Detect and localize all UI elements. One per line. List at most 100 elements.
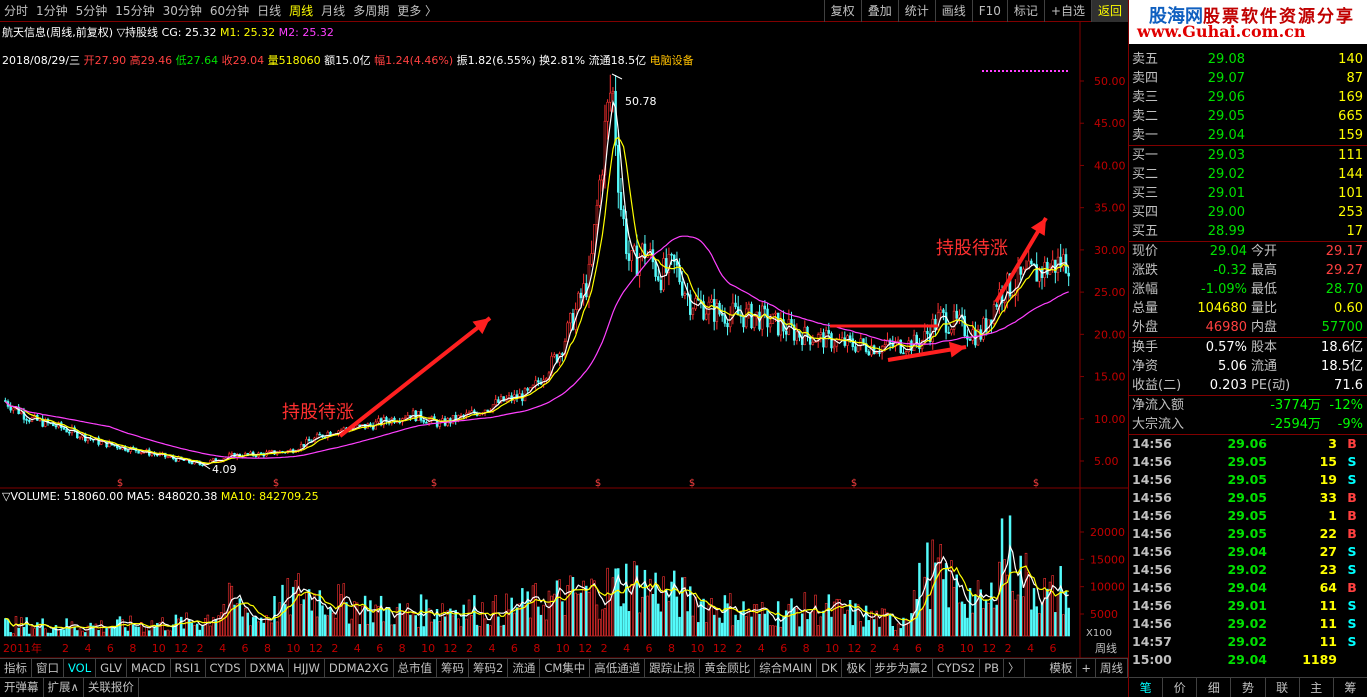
indicator-tab[interactable]: 窗口 <box>32 659 64 678</box>
extra-tab[interactable]: 关联报价 <box>84 678 139 697</box>
volume-bar <box>555 580 559 637</box>
template-tab[interactable]: 周线 <box>1096 659 1128 678</box>
timeframe-tab[interactable]: 日线 <box>257 4 282 18</box>
candle-body <box>329 431 332 436</box>
order-book-row[interactable]: 买三 29.01 101 <box>1129 184 1367 203</box>
order-book-row[interactable]: 卖五 29.08 140 <box>1129 50 1367 69</box>
order-book-row[interactable]: 卖二 29.05 665 <box>1129 107 1367 126</box>
panel-tab[interactable]: 笔 <box>1129 678 1164 697</box>
quote-panel: 股海网股票软件资源分享 www.Guhai.com.cn 卖五 29.08 140 卖… <box>1128 0 1367 697</box>
kline-chart[interactable]: 50.0045.0040.0035.0030.0025.0020.0015.00… <box>0 22 1128 658</box>
tick-row[interactable]: 15:00 29.04 1189 <box>1129 651 1367 669</box>
toolbar-button[interactable]: F10 <box>971 0 1007 22</box>
tick-time: 14:56 <box>1132 472 1172 487</box>
candle-body <box>553 354 556 357</box>
tick-list[interactable]: 14:56 29.06 3 B 14:56 29.05 15 S 14:56 29.05 19 S 14… <box>1129 435 1367 669</box>
order-book-row[interactable]: 买二 29.02 144 <box>1129 165 1367 184</box>
order-book-row[interactable]: 买一 29.03 111 <box>1129 146 1367 165</box>
indicator-tab[interactable]: 总市值 <box>394 659 437 678</box>
template-tab[interactable]: 模板 <box>1045 659 1078 678</box>
toolbar-button[interactable]: 返回 <box>1090 0 1128 22</box>
volume-bar <box>382 621 385 637</box>
candle-body <box>358 424 362 427</box>
indicator-tab[interactable]: 步步为赢2 <box>871 659 933 678</box>
indicator-tab[interactable]: VOL <box>64 659 97 678</box>
panel-tab[interactable]: 联 <box>1266 678 1300 697</box>
bar-sector[interactable]: 电脑设备 <box>649 54 694 67</box>
indicator-tab[interactable]: 综合MAIN <box>755 659 818 678</box>
panel-tab[interactable]: 价 <box>1163 678 1198 697</box>
indicator-tab[interactable]: 高低通道 <box>590 659 646 678</box>
indicator-tab[interactable]: DK <box>817 659 843 678</box>
template-tab[interactable]: + <box>1077 659 1096 678</box>
indicator-name[interactable]: ▽持股线 <box>116 26 159 39</box>
tick-time: 14:56 <box>1132 562 1172 577</box>
indicator-tab[interactable]: 筹码2 <box>469 659 509 678</box>
volume-bar <box>262 622 266 637</box>
timeframe-tab[interactable]: 周线 <box>289 4 314 18</box>
panel-tab[interactable]: 势 <box>1231 678 1266 697</box>
tick-row[interactable]: 14:56 29.02 23 S <box>1129 561 1367 579</box>
order-book-row[interactable]: 买五 28.99 17 <box>1129 222 1367 241</box>
timeframe-tab[interactable]: 多周期 <box>353 4 390 18</box>
tick-row[interactable]: 14:56 29.05 33 B <box>1129 489 1367 507</box>
bar-low: 低27.64 <box>175 54 219 67</box>
panel-tab[interactable]: 细 <box>1197 678 1232 697</box>
tick-row[interactable]: 14:56 29.05 15 S <box>1129 453 1367 471</box>
indicator-tab[interactable]: GLV <box>96 659 128 678</box>
candle-body <box>499 396 503 403</box>
indicator-tab[interactable]: 流通 <box>508 659 541 678</box>
tick-row[interactable]: 14:56 29.06 3 B <box>1129 435 1367 453</box>
toolbar-button[interactable]: 画线 <box>934 0 972 22</box>
indicator-tab[interactable]: 指标 <box>0 659 32 678</box>
tick-row[interactable]: 14:56 29.02 11 S <box>1129 615 1367 633</box>
extra-tab[interactable]: 扩展∧ <box>44 678 84 697</box>
candle-body <box>1062 254 1065 268</box>
toolbar-button[interactable]: +自选 <box>1043 0 1091 22</box>
indicator-tab[interactable]: 极K <box>842 659 871 678</box>
indicator-tab[interactable]: RSI1 <box>171 659 206 678</box>
timeframe-tab[interactable]: 月线 <box>321 4 346 18</box>
timeframe-tab[interactable]: 15分钟 <box>115 4 155 18</box>
order-book-row[interactable]: 卖三 29.06 169 <box>1129 88 1367 107</box>
toolbar-button[interactable]: 叠加 <box>860 0 898 22</box>
tick-row[interactable]: 14:57 29.02 11 S <box>1129 633 1367 651</box>
tick-row[interactable]: 14:56 29.01 11 S <box>1129 597 1367 615</box>
indicator-tab[interactable]: 跟踪止损 <box>645 659 701 678</box>
toolbar-button[interactable]: 复权 <box>823 0 861 22</box>
indicator-tab[interactable]: HJJW <box>289 659 325 678</box>
indicator-tab[interactable]: PB <box>980 659 1005 678</box>
tick-row[interactable]: 14:56 29.05 19 S <box>1129 471 1367 489</box>
timeframe-tab[interactable]: 5分钟 <box>75 4 108 18</box>
order-book-row[interactable]: 卖四 29.07 87 <box>1129 69 1367 88</box>
indicator-tab[interactable]: DDMA2XG <box>325 659 394 678</box>
indicator-tab[interactable]: 筹码 <box>437 659 469 678</box>
timeframe-tab[interactable]: 1分钟 <box>36 4 68 18</box>
indicator-tab[interactable]: DXMA <box>246 659 290 678</box>
toolbar-button[interactable]: 标记 <box>1006 0 1044 22</box>
toolbar-button[interactable]: 统计 <box>897 0 935 22</box>
timeframe-tab[interactable]: 30分钟 <box>162 4 202 18</box>
indicator-tab[interactable]: CYDS2 <box>933 659 981 678</box>
timeframe-tab[interactable]: 更多 〉 <box>397 4 438 18</box>
tick-row[interactable]: 14:56 29.04 64 B <box>1129 579 1367 597</box>
candle-body <box>140 452 143 454</box>
indicator-tab[interactable]: 〉 <box>1004 659 1025 678</box>
extra-tab[interactable]: 开弹幕 <box>0 678 44 697</box>
indicator-tab[interactable]: 黄金顾比 <box>700 659 756 678</box>
volume-bar <box>140 622 143 637</box>
indicator-tab[interactable]: MACD <box>127 659 171 678</box>
panel-tab[interactable]: 主 <box>1300 678 1334 697</box>
order-book-row[interactable]: 买四 29.00 253 <box>1129 203 1367 222</box>
indicator-tab[interactable]: CM集中 <box>540 659 591 678</box>
tick-row[interactable]: 14:56 29.05 1 B <box>1129 507 1367 525</box>
panel-tab[interactable]: 筹 <box>1334 678 1367 697</box>
volume-bar <box>587 591 591 637</box>
timeframe-tab[interactable]: 60分钟 <box>209 4 250 18</box>
tick-row[interactable]: 14:56 29.05 22 B <box>1129 525 1367 543</box>
tick-row[interactable]: 14:56 29.04 27 S <box>1129 543 1367 561</box>
timeframe-tab[interactable]: 分时 <box>4 4 29 18</box>
order-book-row[interactable]: 卖一 29.04 159 <box>1129 126 1367 145</box>
volume-bar <box>419 594 423 637</box>
indicator-tab[interactable]: CYDS <box>206 659 246 678</box>
